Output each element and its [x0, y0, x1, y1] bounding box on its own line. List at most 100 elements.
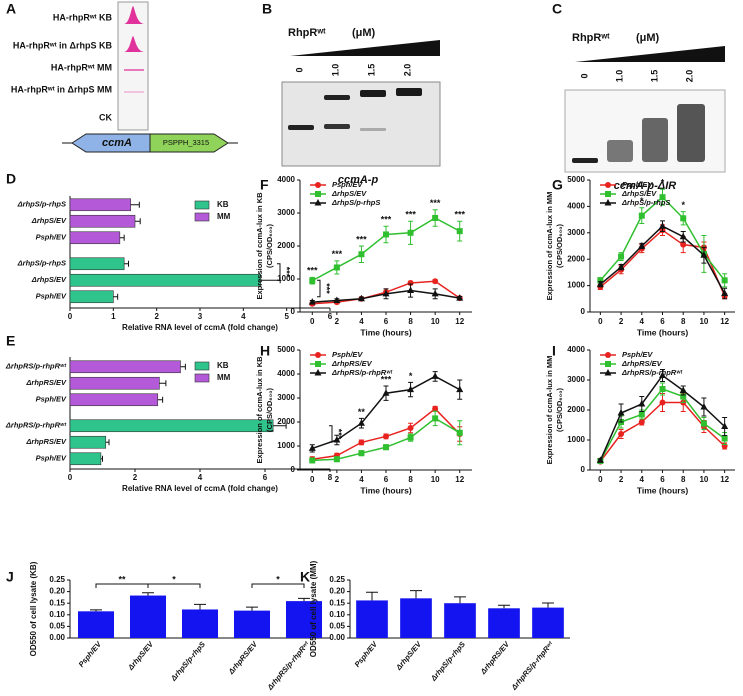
significance-label: *** [405, 210, 416, 220]
marker [315, 182, 321, 188]
bar [69, 376, 160, 390]
significance-label: * [661, 178, 665, 188]
x-tick-label: 4 [359, 475, 364, 484]
x-axis-label: Relative RNA level of ccmA (fold change) [122, 484, 278, 493]
gel-band [324, 95, 350, 100]
legend-swatch [194, 200, 210, 210]
bar [69, 198, 131, 212]
bar [69, 257, 125, 271]
marker [383, 231, 389, 238]
marker [357, 294, 365, 302]
x-tick-label: 12 [455, 317, 464, 326]
marker [638, 212, 645, 219]
marker [432, 415, 439, 422]
panel-label: C [552, 1, 562, 17]
lane-label: 0 [294, 67, 304, 72]
gene-label: PSPPH_3315 [163, 138, 209, 147]
marker [605, 361, 611, 367]
bar [356, 600, 388, 638]
marker [407, 425, 414, 431]
marker [617, 409, 625, 416]
unit-label: (μM) [352, 27, 376, 39]
panel-label: J [6, 569, 14, 585]
y-tick-label: 5000 [567, 175, 585, 184]
y-tick-label: 0.05 [329, 622, 345, 631]
x-tick-label: 6 [263, 473, 268, 482]
panel-label: D [6, 171, 16, 187]
marker [605, 352, 611, 358]
error-bar [105, 439, 110, 446]
marker [383, 433, 389, 440]
panel-label: H [260, 343, 270, 359]
gel-band [572, 158, 598, 163]
y-axis-label: Expression of ccmA-lux in KB [255, 356, 264, 464]
y-tick-label: 4000 [277, 369, 295, 378]
x-tick-label: 8 [328, 473, 333, 482]
y-tick-label: 0.20 [49, 587, 65, 596]
gradient-triangle [290, 40, 440, 56]
y-axis-label: (CPS/OD₆₀₀) [555, 224, 564, 268]
legend-label: Psph/EV [332, 350, 363, 359]
y-axis-label: Expression of ccmA-lux in MM [545, 356, 554, 465]
bar [69, 393, 159, 407]
gel-band [677, 104, 705, 162]
x-tick-label: 10 [431, 317, 440, 326]
bar [78, 611, 114, 638]
marker [431, 289, 439, 297]
x-axis-label: Time (hours) [360, 327, 411, 337]
x-tick-label: 6 [660, 317, 665, 326]
gel-band [360, 90, 386, 97]
legend-label: KB [217, 361, 229, 370]
x-tick-label: 0 [598, 475, 603, 484]
marker [721, 435, 728, 442]
x-tick-label: ΔrhpRS/p-rhpRʷᵗ [265, 639, 312, 693]
y-axis-label: OD550 of cell lysate (KB) [29, 561, 38, 656]
x-tick-label: 6 [660, 475, 665, 484]
panel-label: K [300, 569, 310, 585]
legend-swatch [194, 212, 210, 222]
marker [638, 419, 645, 425]
marker [617, 263, 625, 270]
marker [314, 369, 322, 376]
panel-label: I [552, 343, 556, 359]
y-tick-label: 0.15 [329, 598, 345, 607]
marker [638, 242, 646, 249]
marker [679, 386, 687, 393]
category-label: Psph/EV [36, 395, 67, 404]
marker [407, 434, 414, 441]
marker [358, 251, 365, 258]
category-label: ΔrhpRS/p-rhpRʷᵗ [5, 421, 67, 430]
marker [680, 215, 687, 222]
marker [407, 279, 414, 286]
panel-label: A [6, 1, 16, 17]
bar [69, 231, 121, 245]
bar [286, 601, 322, 638]
marker [700, 403, 708, 410]
significance-label: ** [118, 574, 126, 584]
x-tick-label: 12 [720, 475, 729, 484]
row-label: HA-rhpRʷᵗ KB [53, 12, 113, 22]
x-tick-label: 3 [198, 312, 203, 321]
legend-label: MM [217, 212, 231, 221]
marker [333, 264, 340, 271]
category-label: Psph/EV [36, 454, 67, 463]
category-label: Psph/EV [36, 233, 67, 242]
lane-label: 1.5 [366, 64, 376, 77]
x-tick-label: ΔrhpS/p-rhpS [428, 640, 467, 684]
marker [383, 444, 389, 451]
marker [659, 194, 666, 201]
x-tick-label: 10 [699, 475, 708, 484]
x-tick-label: 0 [310, 317, 315, 326]
category-label: Psph/EV [36, 292, 67, 301]
error-bar [159, 380, 167, 387]
error-bar [180, 363, 186, 370]
row-label: CK [99, 112, 112, 122]
y-tick-label: 0.10 [329, 610, 345, 619]
category-label: ΔrhpRS/EV [25, 437, 67, 446]
significance-label: * [681, 200, 685, 210]
error-bar [90, 609, 102, 612]
x-tick-label: ΔrhpS/p-rhpS [168, 640, 207, 684]
protein-label: RhpRʷᵗ [572, 32, 610, 44]
marker [407, 229, 414, 236]
x-tick-label: 0 [68, 473, 73, 482]
